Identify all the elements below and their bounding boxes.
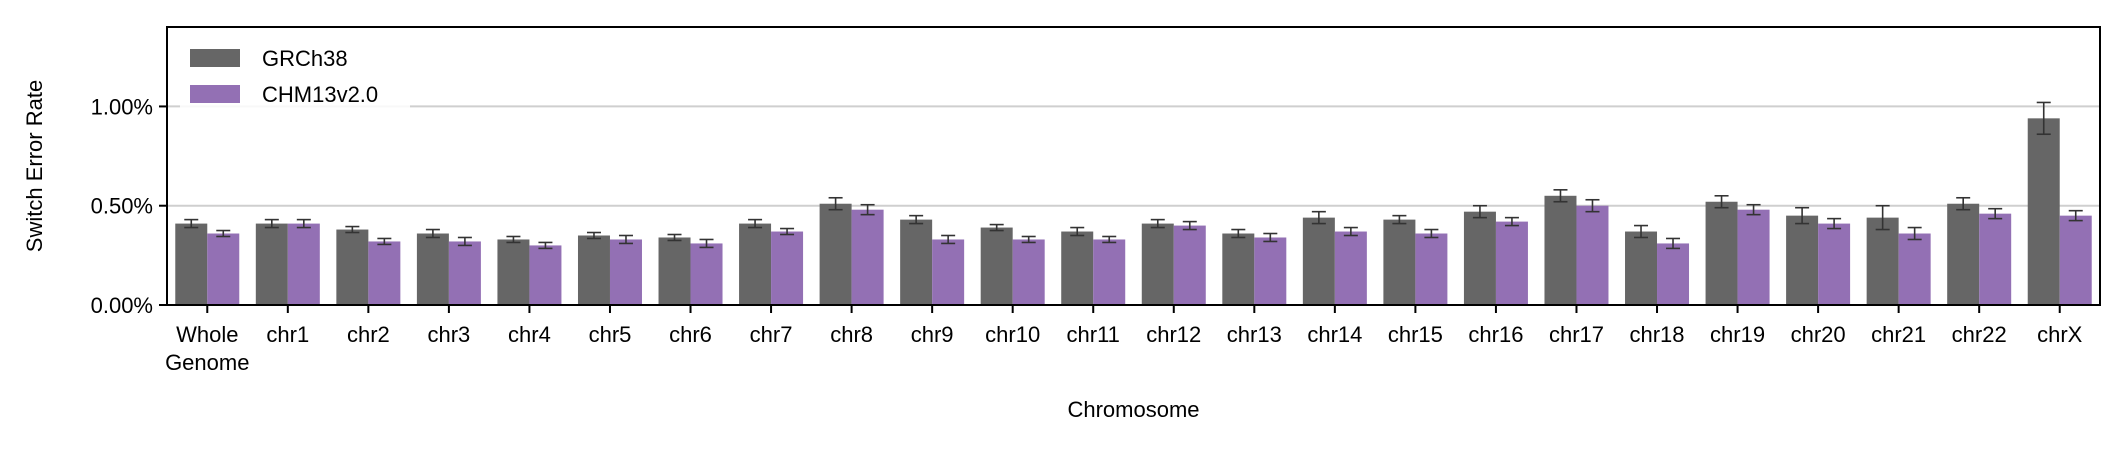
legend-swatch (190, 85, 240, 103)
x-tick-label: chr1 (266, 322, 309, 347)
x-tick-label: chr12 (1146, 322, 1201, 347)
bar-chm13v2-0 (690, 243, 723, 305)
bar-chm13v2-0 (1173, 225, 1206, 305)
bar-chm13v2-0 (287, 223, 320, 305)
bar-chm13v2-0 (1576, 205, 1609, 305)
ticks-layer: 0.00% 0.50% 1.00% Whole Genome chr1 chr2 chr3 ch… (91, 94, 2083, 375)
bar-grch38 (1786, 215, 1819, 305)
bar-chm13v2-0 (448, 241, 481, 305)
x-tick-label: chr8 (830, 322, 873, 347)
bar-chm13v2-0 (1818, 223, 1851, 305)
x-tick-label: chr13 (1227, 322, 1282, 347)
bar-grch38 (658, 237, 691, 305)
bar-grch38 (1302, 217, 1335, 305)
bar-chm13v2-0 (771, 231, 804, 305)
bar-chm13v2-0 (1334, 231, 1367, 305)
legend-swatch (190, 49, 240, 67)
y-axis-title: Switch Error Rate (22, 80, 47, 252)
bar-chm13v2-0 (529, 245, 562, 305)
x-tick-label: Whole (176, 322, 238, 347)
bar-chm13v2-0 (1415, 233, 1448, 305)
bar-grch38 (336, 229, 369, 305)
x-tick-label: chr3 (427, 322, 470, 347)
y-tick-label: 0.00% (91, 293, 153, 318)
bar-grch38 (1463, 211, 1496, 305)
bar-grch38 (1061, 231, 1094, 305)
bar-grch38 (416, 233, 449, 305)
bar-chm13v2-0 (851, 209, 884, 305)
bar-grch38 (900, 219, 933, 305)
grid-layer (167, 105, 2100, 207)
x-tick-label: chr22 (1952, 322, 2007, 347)
error-bars-layer (184, 101, 2083, 250)
x-tick-label: chr4 (508, 322, 551, 347)
x-tick-label: chr10 (985, 322, 1040, 347)
bar-chm13v2-0 (368, 241, 401, 305)
plot-frame (166, 26, 2101, 306)
x-tick-label: chrX (2037, 322, 2083, 347)
x-tick-label: chr20 (1791, 322, 1846, 347)
legend-label: GRCh38 (262, 46, 348, 71)
y-tick-label: 1.00% (91, 94, 153, 119)
bar-grch38 (1947, 203, 1980, 305)
x-tick-label: chr7 (750, 322, 793, 347)
bar-chm13v2-0 (1898, 233, 1931, 305)
x-tick-label: chr11 (1067, 322, 1120, 347)
bar-grch38 (1141, 223, 1174, 305)
bar-chm13v2-0 (609, 239, 642, 305)
x-tick-label: chr21 (1871, 322, 1926, 347)
bar-chm13v2-0 (2059, 215, 2092, 305)
bar-grch38 (577, 235, 610, 305)
bar-grch38 (1866, 217, 1899, 305)
x-tick-label: chr19 (1710, 322, 1765, 347)
bar-chm13v2-0 (1012, 239, 1045, 305)
x-tick-label: chr14 (1307, 322, 1362, 347)
x-tick-label: chr15 (1388, 322, 1443, 347)
bar-chm13v2-0 (1979, 213, 2012, 305)
bar-grch38 (497, 239, 530, 305)
bar-chm13v2-0 (1737, 209, 1770, 305)
x-axis-title: Chromosome (1067, 397, 1199, 422)
bar-grch38 (1625, 231, 1658, 305)
x-tick-label-line2: Genome (165, 350, 249, 375)
bar-chm13v2-0 (1657, 243, 1690, 305)
bar-grch38 (819, 203, 852, 305)
x-tick-label: chr9 (911, 322, 954, 347)
x-tick-label: chr18 (1629, 322, 1684, 347)
bar-grch38 (1705, 201, 1738, 305)
legend: GRCh38 CHM13v2.0 (180, 38, 410, 118)
x-tick-label: chr2 (347, 322, 390, 347)
bar-grch38 (175, 223, 208, 305)
legend-label: CHM13v2.0 (262, 82, 378, 107)
bar-grch38 (1544, 195, 1577, 305)
bar-chm13v2-0 (207, 233, 240, 305)
x-tick-label: chr17 (1549, 322, 1604, 347)
bar-grch38 (255, 223, 288, 305)
bar-chm13v2-0 (1093, 239, 1126, 305)
x-tick-label: chr6 (669, 322, 712, 347)
y-tick-label: 0.50% (91, 194, 153, 219)
bar-grch38 (980, 227, 1013, 305)
x-tick-label: chr16 (1468, 322, 1523, 347)
bar-grch38 (2027, 118, 2060, 305)
bar-grch38 (739, 223, 772, 305)
bar-chm13v2-0 (1254, 237, 1287, 305)
bar-grch38 (1383, 219, 1416, 305)
bars-layer (175, 118, 2092, 305)
bar-chm13v2-0 (932, 239, 965, 305)
x-tick-label: chr5 (589, 322, 632, 347)
bar-grch38 (1222, 233, 1255, 305)
bar-chm13v2-0 (1495, 221, 1528, 305)
